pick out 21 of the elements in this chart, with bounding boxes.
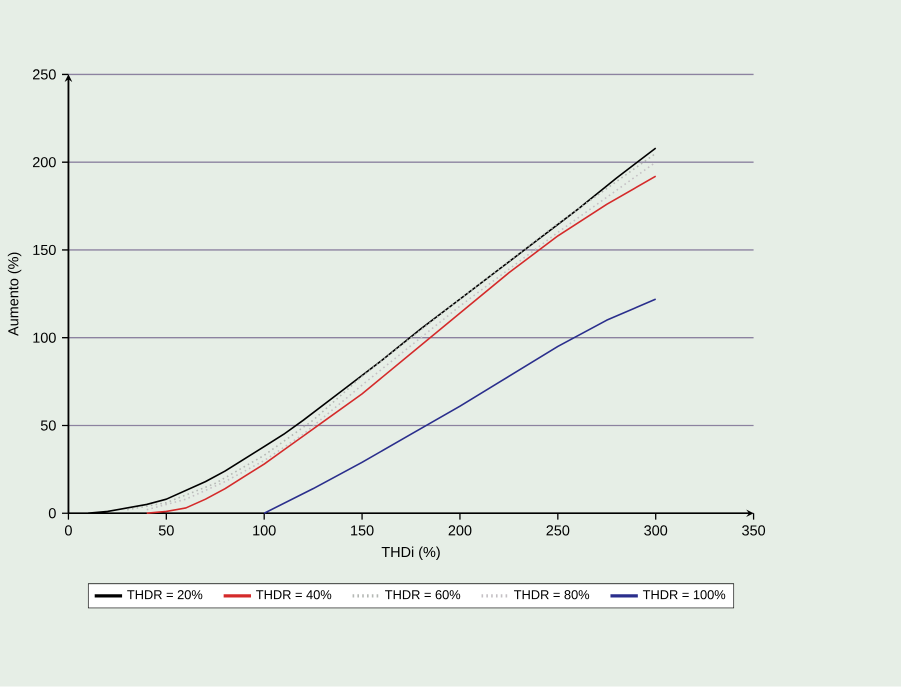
x-tick-label: 0	[64, 526, 72, 536]
legend-label: THDR = 80%	[514, 590, 590, 600]
x-tick-label: 250	[546, 526, 570, 536]
x-tick-label: 50	[158, 526, 174, 536]
y-tick-label: 50	[40, 420, 56, 431]
y-tick-label: 200	[33, 157, 56, 168]
legend-label: THDR = 40%	[256, 590, 332, 600]
y-axis-title: Aumento (%)	[8, 252, 22, 336]
y-tick-label: 250	[33, 70, 56, 80]
y-tick-label: 150	[33, 245, 56, 256]
y-tick-label: 0	[48, 508, 56, 519]
x-tick-label: 300	[644, 526, 668, 536]
x-tick-label: 150	[351, 526, 374, 536]
legend-label: THDR = 20%	[127, 590, 202, 600]
legend-label: THDR = 100%	[642, 590, 726, 600]
x-tick-label: 200	[448, 526, 472, 536]
x-tick-label: 100	[253, 526, 276, 536]
x-axis-title: THDi (%)	[382, 546, 440, 560]
legend-label: THDR = 60%	[385, 590, 460, 600]
x-tick-label: 350	[742, 526, 766, 536]
y-tick-label: 100	[33, 332, 56, 344]
